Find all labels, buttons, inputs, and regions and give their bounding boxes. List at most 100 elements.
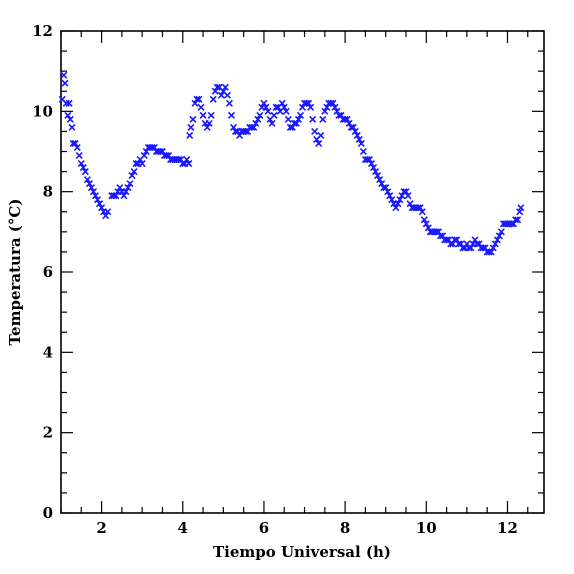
y-tick-label: 0	[43, 504, 53, 522]
data-point	[256, 111, 264, 119]
data-point	[372, 168, 380, 176]
data-point	[268, 119, 276, 127]
data-point	[61, 79, 69, 87]
data-point	[126, 180, 134, 188]
data-point	[386, 192, 394, 200]
data-point	[382, 184, 390, 192]
data-point	[517, 204, 525, 212]
data-point	[227, 111, 236, 119]
data-point	[319, 115, 327, 123]
data-point	[353, 131, 361, 139]
y-tick-label: 2	[43, 424, 53, 442]
data-point	[65, 99, 73, 107]
data-point	[394, 200, 402, 208]
data-point	[75, 151, 83, 160]
x-tick-label: 4	[178, 519, 188, 537]
y-tick-label: 12	[32, 22, 53, 40]
data-point	[207, 111, 215, 119]
data-point	[87, 184, 95, 192]
data-point	[71, 139, 79, 147]
data-point	[81, 168, 89, 176]
data-point	[112, 192, 120, 200]
data-point	[68, 123, 76, 131]
data-point	[138, 160, 146, 168]
data-point	[83, 176, 91, 184]
data-point	[307, 103, 315, 111]
data-point	[96, 200, 104, 208]
data-point	[205, 119, 213, 127]
data-point	[140, 151, 148, 160]
data-point	[223, 91, 231, 99]
data-point	[93, 196, 102, 204]
data-point	[420, 216, 428, 224]
data-point	[91, 192, 100, 200]
x-tick-label: 8	[340, 519, 350, 537]
data-point	[512, 216, 520, 224]
data-point	[280, 103, 288, 111]
y-axis-label: Temperatura (°C)	[6, 199, 24, 346]
data-point	[292, 119, 300, 127]
data-point	[329, 99, 337, 107]
data-point	[284, 115, 292, 123]
data-point	[122, 188, 130, 196]
data-point	[402, 188, 410, 196]
data-point	[221, 83, 229, 91]
data-point	[384, 188, 392, 196]
data-point	[262, 103, 270, 111]
data-point	[495, 232, 503, 240]
data-point	[185, 160, 193, 168]
data-point	[98, 204, 106, 212]
data-point	[79, 164, 87, 172]
data-point	[416, 204, 424, 212]
data-point	[225, 99, 233, 107]
x-tick-label: 2	[96, 519, 106, 537]
data-point	[493, 236, 501, 244]
data-point	[250, 123, 258, 131]
data-point	[270, 111, 278, 119]
data-point	[489, 244, 497, 252]
data-point	[311, 127, 319, 135]
data-point	[187, 123, 195, 131]
data-point	[404, 192, 412, 200]
data-point	[264, 107, 272, 115]
data-point	[392, 204, 400, 212]
data-point	[209, 95, 217, 103]
plot-frame	[60, 30, 545, 514]
data-point	[64, 111, 72, 119]
data-point	[260, 99, 268, 107]
data-point	[305, 99, 313, 107]
data-point	[197, 103, 205, 111]
x-tick-label: 12	[497, 519, 518, 537]
data-point	[422, 220, 430, 228]
data-point	[128, 172, 136, 180]
data-point	[388, 196, 396, 204]
data-point	[376, 176, 384, 184]
data-point	[343, 115, 351, 123]
data-point	[73, 143, 81, 152]
data-point	[213, 83, 221, 91]
data-point	[514, 216, 522, 224]
data-point	[296, 111, 305, 119]
x-tick-label: 6	[259, 519, 269, 537]
data-point	[467, 244, 475, 252]
data-point	[497, 228, 505, 236]
data-point	[85, 180, 93, 188]
data-point	[116, 184, 124, 192]
data-points	[58, 71, 525, 256]
data-point	[124, 184, 132, 192]
data-point	[359, 147, 367, 156]
data-point	[321, 107, 329, 115]
data-point	[357, 139, 365, 147]
data-point	[282, 107, 290, 115]
data-point	[254, 115, 262, 123]
data-point	[252, 119, 260, 127]
data-point	[195, 95, 203, 103]
data-point	[66, 115, 74, 123]
axis-ticks	[60, 30, 544, 514]
data-point	[294, 115, 302, 123]
data-point	[189, 115, 197, 123]
x-tick-label: 10	[416, 519, 437, 537]
y-tick-label: 10	[32, 102, 53, 120]
data-point	[355, 135, 363, 143]
